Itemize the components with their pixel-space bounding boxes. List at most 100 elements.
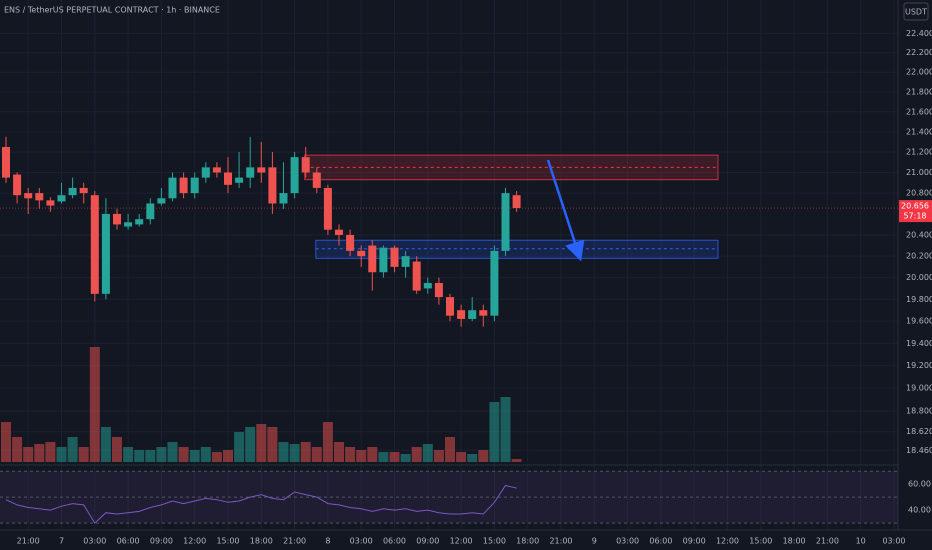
candle-body [113, 213, 121, 225]
last-price-label: 20.656 [901, 202, 929, 211]
y-tick-label: 19.400 [906, 339, 932, 348]
candle-body [479, 310, 488, 316]
y-tick-label: 22.200 [906, 48, 932, 57]
volume-bar [400, 454, 411, 462]
y-tick-label: 22.400 [906, 29, 932, 38]
y-tick-label: 20.000 [906, 273, 932, 282]
volume-bar [45, 442, 56, 462]
candle-body [68, 187, 77, 196]
currency-box[interactable] [903, 2, 929, 21]
candle-body [90, 195, 99, 294]
candle-body [2, 146, 10, 178]
volume-bar [334, 442, 344, 462]
y-tick-label: 18.620 [906, 427, 932, 436]
currency: USDT [905, 8, 927, 17]
volume-bar [223, 450, 233, 462]
volume-bar [478, 450, 489, 462]
x-tick-label: 21:00 [816, 537, 839, 546]
volume-bar [200, 447, 211, 462]
volume-bar [267, 427, 278, 462]
candle-body [335, 229, 343, 235]
volume-bar [278, 442, 289, 462]
volume-bar [189, 450, 200, 462]
candle-body [179, 177, 188, 194]
x-tick-label: 18:00 [516, 537, 539, 546]
candle-body [212, 167, 221, 173]
rsi-tick-label: 60.00 [908, 480, 931, 489]
y-tick-label: 21.000 [906, 168, 932, 177]
candle-body [290, 157, 299, 194]
volume-bar [311, 447, 322, 462]
zone [315, 239, 719, 259]
x-tick-label: 06:00 [383, 537, 406, 546]
volume-bar [167, 442, 178, 462]
volume-bar [378, 452, 389, 462]
volume-bar [234, 432, 245, 462]
x-tick-label: 09:00 [416, 537, 439, 546]
volume-bar [245, 427, 256, 462]
candle-body [468, 310, 477, 319]
arrow [546, 159, 585, 262]
x-tick-label: 7 [59, 537, 64, 546]
y-tick-label: 20.400 [906, 230, 932, 239]
rsi-band [0, 471, 898, 524]
volume-bar [89, 347, 100, 462]
y-tick-label: 21.600 [906, 107, 932, 116]
x-tick-label: 12:00 [716, 537, 739, 546]
y-tick-label: 18.460 [906, 446, 932, 455]
x-tick-label: 12:00 [183, 537, 206, 546]
candle-body [224, 172, 232, 185]
candle-body [512, 195, 521, 209]
x-tick-label: 03:00 [350, 537, 373, 546]
volume-bar [456, 452, 467, 462]
candle-body [13, 174, 22, 196]
candle-body [368, 245, 377, 273]
candle-body [423, 283, 432, 289]
x-tick-label: 03:00 [616, 537, 639, 546]
candle-body [390, 247, 399, 267]
volume-bar [289, 444, 300, 462]
candle-body [46, 200, 55, 206]
candle-body [157, 198, 166, 204]
x-tick-label: 06:00 [649, 537, 672, 546]
chart-title: ENS / TetherUS PERPETUAL CONTRACT · 1h ·… [4, 6, 220, 15]
candle-body [357, 250, 366, 257]
candle-body [412, 261, 421, 291]
volume-bar [300, 442, 311, 462]
volume-bar [34, 444, 45, 462]
candle-body [257, 167, 266, 173]
y-tick-label: 21.800 [906, 87, 932, 96]
x-tick-label: 09:00 [150, 537, 173, 546]
volume-bar [322, 422, 333, 462]
y-tick-label: 20.800 [906, 189, 932, 198]
volume-bar [467, 454, 478, 462]
y-tick-label: 21.400 [906, 127, 932, 136]
x-tick-label: 21:00 [283, 537, 306, 546]
candle-body [24, 193, 33, 199]
candle-body [346, 234, 355, 251]
volume-bar [67, 437, 78, 462]
x-tick-label: 21:00 [549, 537, 572, 546]
volume-bar [489, 402, 500, 462]
candle-body [401, 256, 410, 267]
volume-bar [145, 450, 156, 462]
candle-body [268, 167, 277, 204]
x-tick-label: 03:00 [83, 537, 106, 546]
volume-bar [1, 422, 11, 462]
y-tick-label: 20.200 [906, 252, 932, 261]
candle-body [312, 172, 321, 188]
x-tick-label: 21:00 [17, 537, 40, 546]
volume-bar [112, 437, 122, 462]
rsi-tick-label: 40.00 [908, 506, 931, 515]
x-tick-label: 18:00 [250, 537, 273, 546]
candle-body [35, 193, 44, 201]
x-tick-label: 18:00 [783, 537, 806, 546]
candle-body [434, 283, 443, 298]
y-tick-label: 19.800 [906, 295, 932, 304]
x-tick-label: 06:00 [117, 537, 140, 546]
x-tick-label: 15:00 [749, 537, 772, 546]
volume-bar [433, 450, 444, 462]
y-tick-label: 18.800 [906, 406, 932, 415]
